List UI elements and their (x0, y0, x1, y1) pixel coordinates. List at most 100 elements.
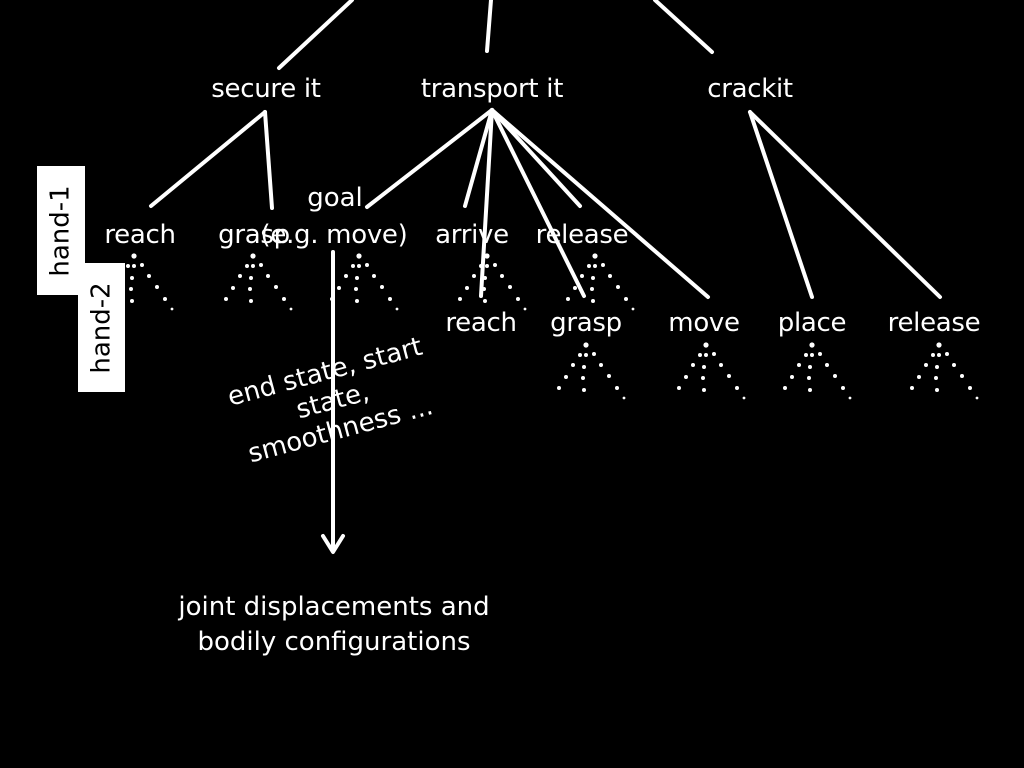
subtree-dot (355, 299, 359, 303)
subtree-dot (155, 285, 159, 289)
edge-crack-place (748, 110, 814, 299)
subtree-dot (482, 287, 486, 291)
subtree-dot (931, 353, 935, 357)
edge-transport-move (365, 108, 494, 209)
subtree-dot (170, 307, 174, 311)
subtree-dot (599, 363, 603, 367)
subtree-dot (266, 274, 270, 278)
node-hand1-grasp: grasp (218, 220, 290, 250)
subtree-dot (608, 274, 612, 278)
edge-transport-grasp2 (490, 108, 586, 298)
outcome-text: joint displacements and bodily configura… (178, 590, 489, 660)
node-transport-it: transport it (420, 74, 564, 104)
subtree-dot (147, 274, 151, 278)
subtree-dot (126, 264, 130, 268)
subtree-dot (719, 363, 723, 367)
node-hand2-grasp: grasp (550, 308, 622, 338)
subtree-dot (622, 396, 626, 400)
node-hand2-reach: reach (445, 308, 517, 338)
edge-transport-arrive (463, 108, 494, 208)
subtree-dot (833, 374, 837, 378)
subtree-dot (238, 274, 242, 278)
subtree-dot (924, 363, 928, 367)
subtree-dot (968, 386, 972, 390)
subtree-dot (571, 363, 575, 367)
subtree-dot (591, 276, 595, 280)
subtree-dot (698, 353, 702, 357)
subtree-dot (701, 376, 705, 380)
subtree-dot (607, 374, 611, 378)
subtree-dot (631, 307, 635, 311)
subtree-dot (841, 386, 845, 390)
subtree-dot (601, 263, 605, 267)
subtree-dot (132, 264, 136, 268)
subtree-dot (818, 352, 822, 356)
subtree-dot (936, 342, 942, 348)
subtree-dot (250, 253, 256, 259)
subtree-dot (479, 264, 483, 268)
subtree-dot (581, 376, 585, 380)
subtree-dot (677, 386, 681, 390)
subtree-dot (500, 274, 504, 278)
subtree-dot (483, 276, 487, 280)
subtree-dot (702, 388, 706, 392)
subtree-dot (483, 299, 487, 303)
subtree-dot (573, 286, 577, 290)
subtree-dot (593, 264, 597, 268)
subtree-dot (493, 263, 497, 267)
subtree-dot (245, 264, 249, 268)
edge-root-secure (277, 0, 354, 70)
subtree-dot (566, 297, 570, 301)
subtree-dot (624, 297, 628, 301)
subtree-dot (582, 365, 586, 369)
subtree-dot (130, 299, 134, 303)
edge-root-transport (485, 0, 493, 53)
node-hand1-reach: reach (104, 220, 176, 250)
subtree-dot (130, 276, 134, 280)
subtree-dot (465, 286, 469, 290)
node-hand2-release: release (887, 308, 981, 338)
subtree-dot (578, 353, 582, 357)
subtree-dot (934, 376, 938, 380)
subtree-dot (472, 274, 476, 278)
subtree-dot (583, 342, 589, 348)
node-hand2-place: place (777, 308, 847, 338)
subtree-dot (485, 264, 489, 268)
subtree-dot (354, 287, 358, 291)
hand-2-tag: hand-2 (78, 263, 125, 392)
subtree-dot (516, 297, 520, 301)
subtree-dot (910, 386, 914, 390)
subtree-dot (355, 276, 359, 280)
subtree-dot (582, 388, 586, 392)
subtree-dot (735, 386, 739, 390)
node-crackit: crackit (707, 74, 793, 104)
subtree-dot (365, 263, 369, 267)
subtree-dot (224, 297, 228, 301)
subtree-dot (380, 285, 384, 289)
subtree-dot (508, 285, 512, 289)
subtree-dot (163, 297, 167, 301)
subtree-dot (790, 375, 794, 379)
edge-root-crack (653, 0, 714, 54)
subtree-dot (587, 264, 591, 268)
subtree-dot (564, 375, 568, 379)
hand-1-label: hand-1 (46, 184, 77, 277)
subtree-dot (251, 264, 255, 268)
subtree-dot (140, 263, 144, 267)
subtree-dot (691, 363, 695, 367)
subtree-dot (810, 353, 814, 357)
subtree-dot (848, 396, 852, 400)
subtree-dot (935, 388, 939, 392)
subtree-dot (282, 297, 286, 301)
subtree-dot (945, 352, 949, 356)
subtree-dot (584, 353, 588, 357)
subtree-dot (797, 363, 801, 367)
edge-secure-reach (149, 110, 267, 208)
subtree-dot (129, 287, 133, 291)
subtree-dot (591, 299, 595, 303)
subtree-dot (712, 352, 716, 356)
subtree-dot (351, 264, 355, 268)
subtree-dot (388, 297, 392, 301)
edge-crack-release2 (748, 110, 942, 299)
